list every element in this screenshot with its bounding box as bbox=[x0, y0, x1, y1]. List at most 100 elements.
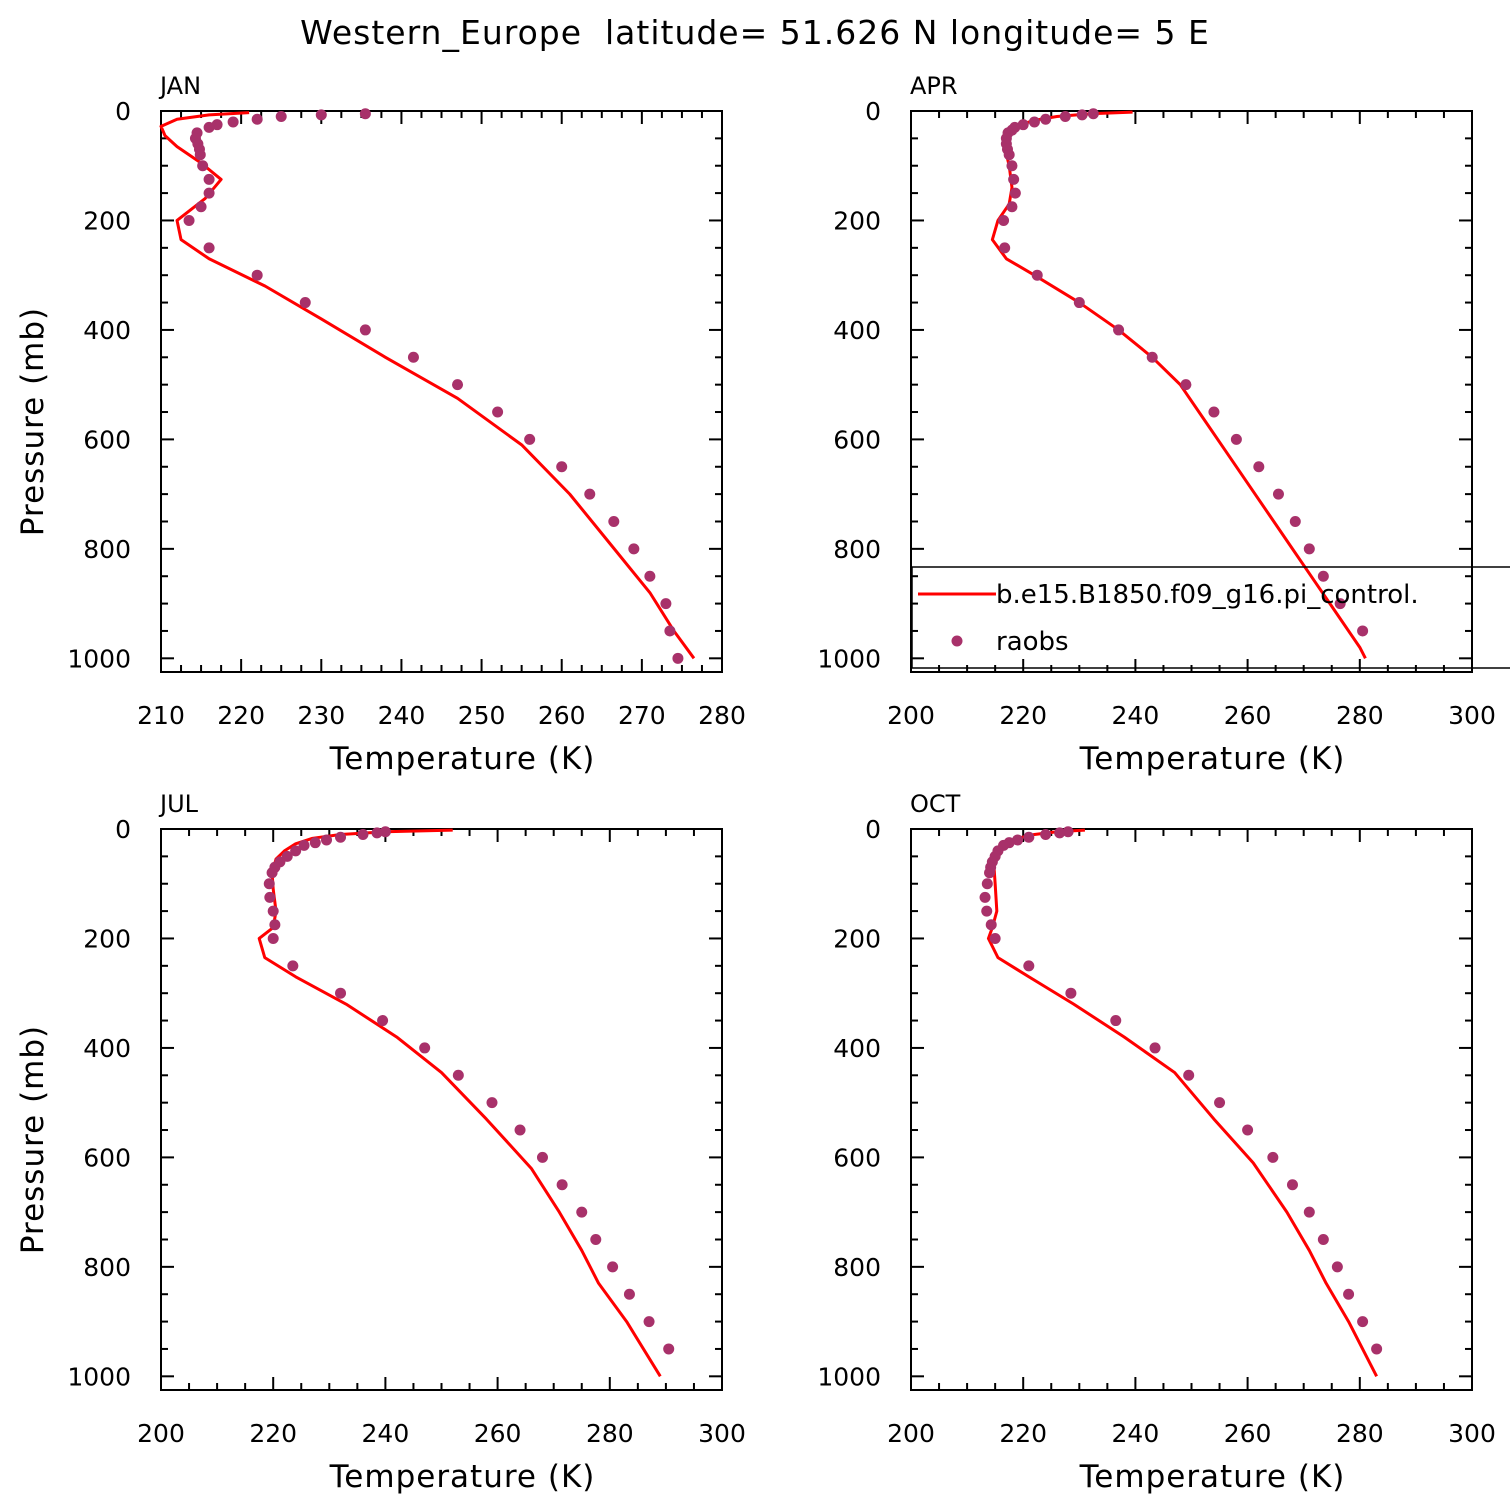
raobs-point bbox=[275, 110, 287, 122]
raobs-point bbox=[1289, 515, 1301, 527]
x-axis-label: Temperature (K) bbox=[1079, 1459, 1346, 1495]
raobs-point bbox=[1146, 351, 1158, 363]
legend-obs-swatch bbox=[951, 635, 963, 647]
raobs-point bbox=[1087, 108, 1099, 120]
raobs-point bbox=[1006, 201, 1018, 213]
x-tick-label: 260 bbox=[1224, 1419, 1272, 1448]
raobs-point bbox=[290, 845, 302, 857]
raobs-point bbox=[309, 837, 321, 849]
raobs-point bbox=[269, 919, 281, 931]
raobs-point bbox=[1076, 109, 1088, 121]
raobs-point bbox=[452, 379, 464, 391]
raobs-point bbox=[1214, 1097, 1226, 1109]
x-axis-label: Temperature (K) bbox=[329, 741, 596, 777]
x-tick-label: 300 bbox=[698, 1419, 746, 1448]
raobs-point bbox=[203, 187, 215, 199]
panel-title: APR bbox=[910, 72, 958, 100]
legend-model-label: b.e15.B1850.f09_g16.pi_control. bbox=[996, 580, 1419, 610]
raobs-point bbox=[663, 1343, 675, 1355]
x-tick-label: 200 bbox=[887, 1419, 935, 1448]
raobs-point bbox=[981, 905, 993, 917]
raobs-point bbox=[1023, 960, 1035, 972]
panel-jul: 200 220 240 260 280 300 0 200 400 600 800 1000 JUL Te… bbox=[15, 790, 746, 1495]
panel-title: OCT bbox=[910, 790, 961, 818]
raobs-point bbox=[264, 891, 276, 903]
raobs-point bbox=[1008, 173, 1020, 185]
x-tick-label: 280 bbox=[698, 701, 746, 730]
raobs-point bbox=[371, 827, 383, 839]
raobs-point bbox=[643, 1316, 655, 1328]
raobs-point bbox=[321, 834, 332, 846]
raobs-point bbox=[359, 324, 371, 336]
raobs-point bbox=[357, 828, 369, 840]
y-tick-label: 1000 bbox=[817, 644, 881, 673]
x-tick-label: 230 bbox=[297, 701, 345, 730]
raobs-point bbox=[1334, 598, 1346, 610]
raobs-point bbox=[556, 1179, 568, 1191]
x-tick-label: 200 bbox=[887, 701, 935, 730]
figure-title: Western_Europe latitude= 51.626 N longit… bbox=[300, 13, 1210, 52]
y-tick-label: 800 bbox=[833, 535, 881, 564]
raobs-point bbox=[203, 242, 215, 254]
y-tick-label: 200 bbox=[83, 924, 131, 953]
y-tick-label: 0 bbox=[115, 815, 131, 844]
raobs-point bbox=[407, 351, 419, 363]
y-tick-label: 0 bbox=[865, 815, 881, 844]
raobs-point bbox=[1113, 324, 1125, 336]
x-tick-label: 240 bbox=[1112, 1419, 1160, 1448]
y-tick-label: 400 bbox=[833, 316, 881, 345]
model-series-line bbox=[257, 828, 662, 1378]
raobs-point bbox=[989, 932, 1001, 944]
y-tick-label: 800 bbox=[83, 535, 131, 564]
y-tick-label: 400 bbox=[83, 316, 131, 345]
y-tick-label: 600 bbox=[833, 1143, 881, 1172]
x-tick-label: 300 bbox=[1448, 701, 1496, 730]
raobs-point bbox=[1371, 1343, 1383, 1355]
raobs-point bbox=[1208, 406, 1220, 418]
raobs-point bbox=[486, 1097, 498, 1109]
panel-title: JUL bbox=[158, 790, 199, 818]
legend-obs-label: raobs bbox=[996, 627, 1069, 657]
raobs-point bbox=[1031, 269, 1043, 281]
raobs-point bbox=[267, 905, 279, 917]
raobs-point bbox=[556, 461, 568, 473]
x-tick-label: 220 bbox=[999, 701, 1047, 730]
raobs-point bbox=[1317, 570, 1329, 582]
raobs-point bbox=[335, 987, 347, 999]
raobs-point bbox=[1012, 834, 1024, 846]
model-series-line bbox=[159, 111, 696, 660]
raobs-point bbox=[1059, 110, 1071, 122]
raobs-point bbox=[1003, 149, 1015, 161]
legend: b.e15.B1850.f09_g16.pi_control. raobs bbox=[911, 566, 1510, 669]
raobs-point bbox=[1242, 1124, 1254, 1136]
x-tick-label: 240 bbox=[362, 1419, 410, 1448]
raobs-point bbox=[1065, 987, 1077, 999]
raobs-point bbox=[623, 1288, 635, 1300]
x-tick-label: 280 bbox=[1336, 701, 1384, 730]
x-tick-label: 220 bbox=[249, 1419, 297, 1448]
y-tick-label: 400 bbox=[83, 1034, 131, 1063]
raobs-point bbox=[536, 1151, 548, 1163]
raobs-point bbox=[644, 570, 656, 582]
x-tick-label: 260 bbox=[538, 701, 586, 730]
x-tick-label: 220 bbox=[217, 701, 265, 730]
x-axis-label: Temperature (K) bbox=[1079, 741, 1346, 777]
raobs-point bbox=[492, 406, 504, 418]
raobs-point bbox=[1110, 1015, 1122, 1027]
raobs-point bbox=[263, 878, 275, 890]
raobs-point bbox=[266, 867, 278, 879]
raobs-point bbox=[576, 1206, 588, 1218]
raobs-point bbox=[194, 149, 206, 161]
x-tick-label: 260 bbox=[1224, 701, 1272, 730]
raobs-point bbox=[628, 543, 640, 555]
raobs-point bbox=[452, 1069, 464, 1081]
raobs-point bbox=[985, 919, 997, 931]
x-tick-label: 240 bbox=[378, 701, 426, 730]
model-series-line bbox=[990, 110, 1367, 660]
plot-frame bbox=[160, 110, 723, 673]
y-tick-label: 1000 bbox=[817, 1362, 881, 1391]
raobs-point bbox=[1009, 187, 1021, 199]
raobs-point bbox=[298, 839, 310, 851]
raobs-point bbox=[981, 878, 993, 890]
y-tick-label: 200 bbox=[833, 206, 881, 235]
